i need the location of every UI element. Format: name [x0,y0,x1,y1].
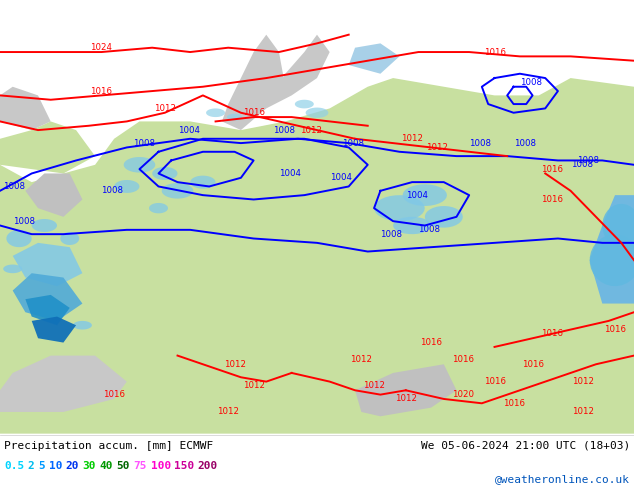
Text: 0.5: 0.5 [4,461,24,471]
Text: We 05-06-2024 21:00 UTC (18+03): We 05-06-2024 21:00 UTC (18+03) [421,441,630,451]
Polygon shape [0,87,51,130]
Text: 30: 30 [82,461,96,471]
Text: 1016: 1016 [420,338,442,347]
Polygon shape [590,234,634,286]
Text: 150: 150 [174,461,194,471]
Text: 1004: 1004 [330,173,352,182]
Polygon shape [73,321,92,330]
Text: 1020: 1020 [452,390,474,399]
Polygon shape [425,206,463,228]
Polygon shape [0,78,634,434]
Text: 1016: 1016 [503,399,524,408]
Polygon shape [190,175,216,189]
Text: 1016: 1016 [522,360,543,369]
Polygon shape [0,356,127,412]
Text: 1008: 1008 [101,186,124,196]
Polygon shape [403,184,447,206]
Polygon shape [602,204,634,247]
Text: 1008: 1008 [3,182,25,191]
Polygon shape [0,122,95,173]
Polygon shape [222,35,285,130]
Polygon shape [25,173,82,217]
Polygon shape [295,100,314,108]
Polygon shape [32,317,76,343]
Polygon shape [149,203,168,213]
Text: 1012: 1012 [395,394,417,403]
Text: 1012: 1012 [401,134,423,143]
Text: 1008: 1008 [469,139,491,147]
Text: 1012: 1012 [243,381,264,391]
Polygon shape [152,167,178,180]
Polygon shape [374,195,425,221]
Text: 1008: 1008 [520,78,542,87]
Text: 1012: 1012 [300,125,321,135]
Polygon shape [114,180,139,193]
Polygon shape [349,44,399,74]
Text: 1012: 1012 [351,355,372,365]
Text: 50: 50 [117,461,130,471]
Text: 1004: 1004 [178,125,200,135]
Text: 40: 40 [100,461,113,471]
Text: 1012: 1012 [217,408,239,416]
Text: 1016: 1016 [103,390,125,399]
Text: 1004: 1004 [406,191,428,199]
Polygon shape [590,195,634,304]
Polygon shape [13,273,82,321]
Polygon shape [306,107,328,118]
Text: 1012: 1012 [573,377,594,386]
Text: 1008: 1008 [418,225,441,234]
Polygon shape [266,35,330,108]
Polygon shape [32,219,57,232]
Text: 1016: 1016 [243,108,264,117]
Polygon shape [206,108,225,117]
Text: @weatheronline.co.uk: @weatheronline.co.uk [495,474,630,484]
Text: 1008: 1008 [273,125,295,135]
Text: 1008: 1008 [380,230,403,239]
Text: 1012: 1012 [427,143,448,152]
Text: 1008: 1008 [571,160,593,169]
Text: 1008: 1008 [514,139,536,147]
Text: 1016: 1016 [541,329,562,339]
Text: 1012: 1012 [573,408,594,416]
Polygon shape [124,157,155,172]
Text: 1016: 1016 [484,48,505,56]
Polygon shape [227,114,242,121]
Text: 1016: 1016 [541,195,562,204]
Text: 1008: 1008 [133,139,155,147]
Text: 1008: 1008 [577,156,599,165]
Text: 200: 200 [198,461,217,471]
Polygon shape [25,295,70,325]
Text: 20: 20 [65,461,79,471]
Polygon shape [60,232,79,245]
Polygon shape [393,217,431,234]
Polygon shape [3,265,22,273]
Text: 1012: 1012 [363,381,385,391]
Text: 1012: 1012 [154,104,176,113]
Text: 75: 75 [134,461,147,471]
Text: 1016: 1016 [484,377,505,386]
Text: 1008: 1008 [342,139,365,147]
Text: 1016: 1016 [541,165,562,173]
Text: 1012: 1012 [224,360,245,369]
Text: 2: 2 [27,461,34,471]
Text: 10: 10 [48,461,62,471]
Text: 100: 100 [150,461,171,471]
Text: Precipitation accum. [mm] ECMWF: Precipitation accum. [mm] ECMWF [4,441,213,451]
Polygon shape [162,183,193,198]
Text: 5: 5 [38,461,45,471]
Polygon shape [13,243,82,286]
Polygon shape [6,230,32,247]
Text: 1004: 1004 [279,169,301,178]
Text: 1016: 1016 [91,87,112,96]
Text: 1016: 1016 [604,325,626,334]
Polygon shape [355,364,456,416]
Text: 1016: 1016 [452,355,474,365]
Text: 1008: 1008 [13,217,35,226]
Text: 1024: 1024 [91,43,112,52]
